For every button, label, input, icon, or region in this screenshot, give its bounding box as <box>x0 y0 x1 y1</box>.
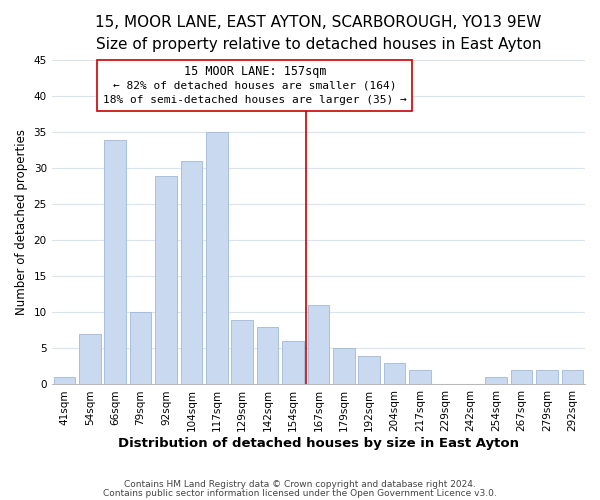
Text: Contains HM Land Registry data © Crown copyright and database right 2024.: Contains HM Land Registry data © Crown c… <box>124 480 476 489</box>
Bar <box>53 378 75 384</box>
Bar <box>333 348 355 384</box>
X-axis label: Distribution of detached houses by size in East Ayton: Distribution of detached houses by size … <box>118 437 519 450</box>
Bar <box>282 341 304 384</box>
Bar <box>232 320 253 384</box>
Bar <box>485 378 507 384</box>
Bar <box>562 370 583 384</box>
Text: 18% of semi-detached houses are larger (35) →: 18% of semi-detached houses are larger (… <box>103 94 407 104</box>
Text: 15 MOOR LANE: 157sqm: 15 MOOR LANE: 157sqm <box>184 65 326 78</box>
Bar <box>257 327 278 384</box>
Bar <box>511 370 532 384</box>
Bar <box>130 312 151 384</box>
Text: Contains public sector information licensed under the Open Government Licence v3: Contains public sector information licen… <box>103 489 497 498</box>
Bar <box>409 370 431 384</box>
Bar <box>358 356 380 384</box>
Text: ← 82% of detached houses are smaller (164): ← 82% of detached houses are smaller (16… <box>113 80 397 90</box>
Bar <box>206 132 227 384</box>
Title: 15, MOOR LANE, EAST AYTON, SCARBOROUGH, YO13 9EW
Size of property relative to de: 15, MOOR LANE, EAST AYTON, SCARBOROUGH, … <box>95 15 542 52</box>
Bar <box>155 176 177 384</box>
FancyBboxPatch shape <box>97 60 412 110</box>
Bar <box>79 334 101 384</box>
Bar <box>181 161 202 384</box>
Bar <box>384 363 406 384</box>
Bar <box>308 305 329 384</box>
Y-axis label: Number of detached properties: Number of detached properties <box>15 130 28 316</box>
Bar <box>104 140 126 384</box>
Bar <box>536 370 557 384</box>
